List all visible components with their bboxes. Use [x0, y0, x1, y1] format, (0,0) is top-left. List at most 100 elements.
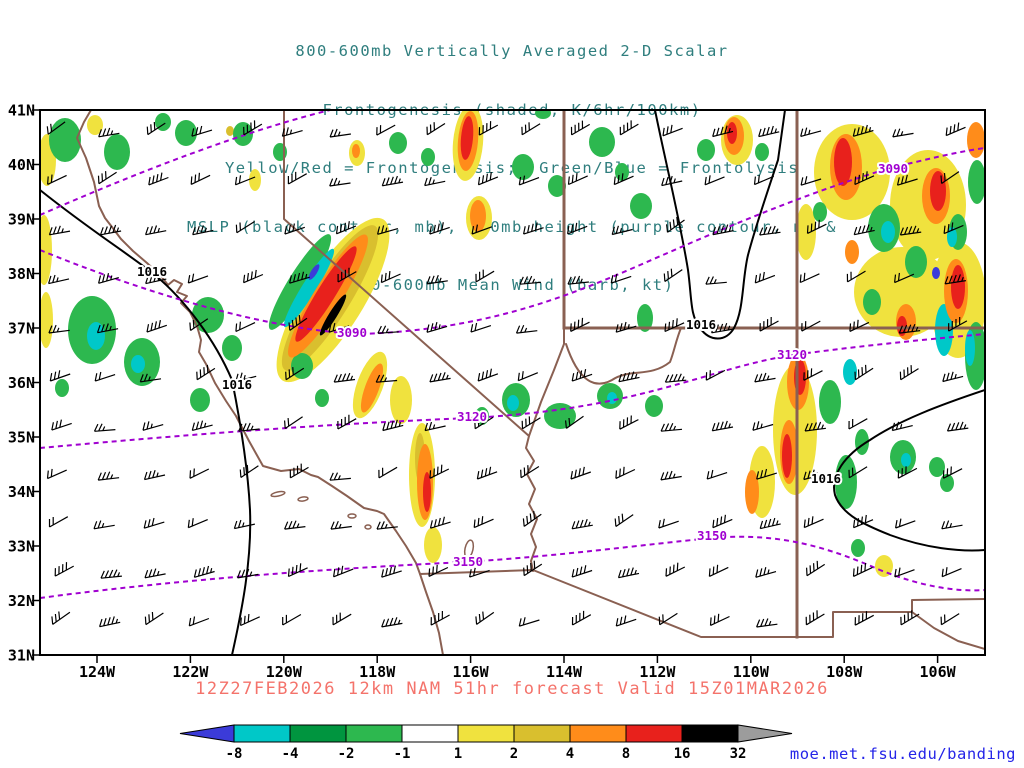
wind-barb: [900, 610, 920, 626]
wind-barb: [849, 319, 870, 332]
wind-barb: [330, 520, 352, 530]
wind-barb: [475, 611, 495, 625]
wind-barb: [287, 171, 307, 185]
wind-barb: [470, 322, 492, 333]
channel-island: [347, 513, 357, 519]
wind-barb: [517, 371, 539, 382]
wind-barb: [51, 611, 71, 625]
wind-barb: [753, 174, 775, 186]
lon-axis-label: 110W: [733, 663, 770, 681]
wind-barb: [611, 225, 633, 236]
wind-barb: [429, 372, 451, 383]
wind-barb: [376, 521, 398, 530]
wind-barb: [284, 416, 303, 429]
wind-barb: [54, 562, 74, 577]
wind-barb: [46, 121, 66, 135]
wind-barb: [853, 514, 874, 529]
wind-barb: [805, 610, 825, 626]
wind-barb: [799, 272, 820, 284]
wind-barb: [899, 365, 919, 381]
wind-barb: [567, 222, 588, 235]
wind-barb: [708, 564, 729, 577]
wind-barb: [515, 324, 538, 334]
wind-barb: [240, 613, 260, 627]
wind-barb: [146, 121, 166, 136]
wind-barb: [846, 270, 866, 283]
wind-barb: [940, 613, 960, 626]
wind-barb: [619, 120, 639, 136]
wind-barb: [282, 613, 302, 626]
wind-barb: [615, 466, 636, 479]
wind-barb: [193, 565, 215, 578]
wind-barb: [565, 415, 584, 429]
colorbar-segment: [457, 724, 515, 743]
wind-barb: [429, 516, 451, 529]
wind-barb: [332, 612, 352, 626]
height-contour-label: 3120: [457, 409, 487, 424]
wind-barb: [898, 323, 921, 334]
wind-barb: [239, 464, 259, 478]
colorbar-tick-label: 1: [454, 746, 462, 762]
colorbar-segment: [345, 724, 403, 743]
wind-barb: [378, 466, 398, 479]
wind-barb: [756, 468, 777, 480]
wind-barb: [610, 273, 632, 284]
wind-barb: [375, 374, 398, 383]
wind-barb: [51, 419, 72, 431]
wind-barb: [284, 223, 305, 235]
state-borders-layer: [76, 110, 985, 655]
wind-barb: [191, 420, 213, 431]
wind-barb: [519, 275, 542, 285]
wind-barb: [235, 321, 256, 333]
wind-barb: [234, 175, 256, 186]
wind-barb: [892, 128, 914, 138]
wind-barb: [711, 420, 734, 432]
colorbar-tick-label: 4: [566, 746, 574, 762]
wind-barb: [712, 224, 734, 236]
ca-nv-border: [283, 110, 530, 437]
wind-barb: [187, 273, 209, 284]
wind-barb: [192, 225, 214, 236]
wind-barb: [800, 127, 822, 137]
wind-barb: [238, 422, 260, 432]
wind-barb: [189, 318, 209, 331]
wind-barb: [658, 612, 678, 626]
lat-axis-label: 40N: [8, 156, 35, 174]
wind-barb: [281, 127, 303, 137]
wind-barb: [98, 127, 120, 138]
wind-barb: [97, 471, 120, 481]
wind-barb: [49, 370, 71, 382]
wind-barb: [424, 421, 446, 432]
wind-barb: [46, 468, 67, 480]
wind-barb: [948, 316, 968, 332]
wind-barb: [523, 222, 544, 235]
wind-barb: [377, 325, 399, 334]
wind-barb: [613, 173, 634, 186]
wind-barb: [709, 613, 730, 626]
channel-island: [364, 524, 372, 530]
wind-barb: [896, 174, 918, 186]
wind-barb: [98, 273, 119, 284]
wind-barb: [854, 611, 874, 626]
wind-barb: [428, 564, 449, 577]
wind-barb: [93, 520, 115, 530]
wind-barb: [660, 470, 682, 481]
height-contours-layer: [40, 110, 985, 599]
wind-barb: [853, 224, 875, 236]
wind-barb: [852, 124, 874, 137]
wind-barb: [143, 470, 166, 481]
wind-barb: [848, 418, 868, 430]
wind-barb: [139, 373, 162, 383]
lat-axis-label: 36N: [8, 374, 35, 392]
wind-barb: [477, 368, 499, 382]
lon-axis-label: 116W: [453, 663, 490, 681]
wind-barb: [940, 171, 960, 184]
wind-barb: [329, 472, 351, 481]
wind-barb: [188, 616, 210, 627]
wind-barb: [97, 171, 117, 185]
wind-barb: [894, 272, 915, 284]
wind-barb: [521, 122, 541, 136]
credit-link[interactable]: moe.met.fsu.edu/banding: [789, 745, 1016, 763]
wind-barb: [759, 316, 779, 332]
wind-barb: [852, 562, 873, 577]
